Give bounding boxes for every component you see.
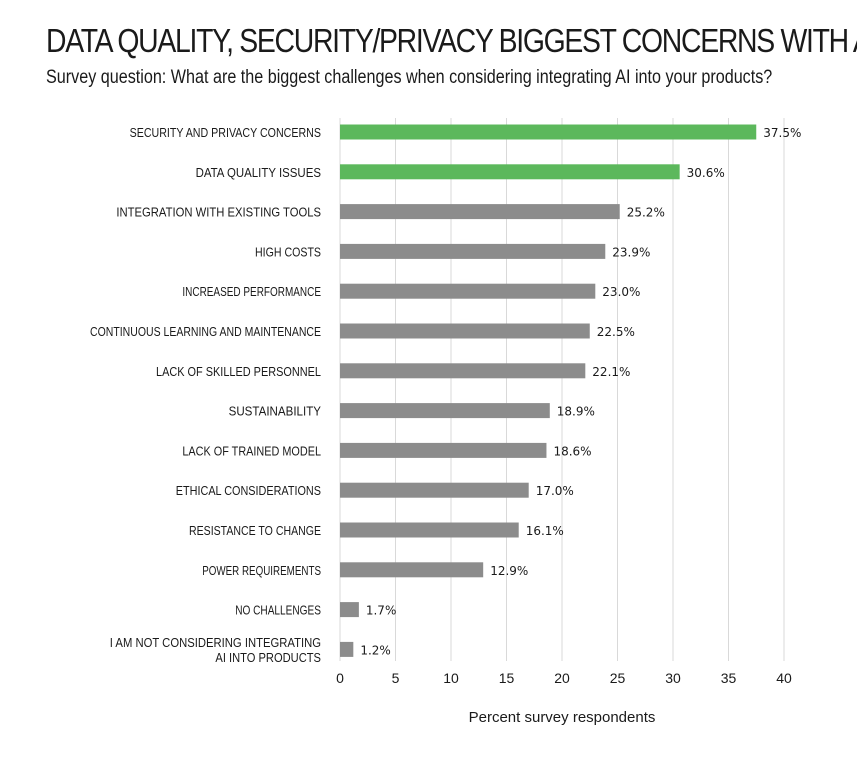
x-tick-label: 25 (610, 670, 626, 686)
x-tick-label: 40 (776, 670, 792, 686)
bar (340, 204, 620, 220)
category-label: CONTINUOUS LEARNING AND MAINTENANCE (90, 324, 321, 339)
category-label: POWER REQUIREMENTS (202, 563, 321, 578)
category-label: ETHICAL CONSIDERATIONS (176, 483, 321, 498)
category-label: SUSTAINABILITY (229, 404, 322, 419)
bar (340, 482, 529, 498)
bar (340, 283, 596, 299)
category-label: INTEGRATION WITH EXISTING TOOLS (116, 205, 321, 220)
value-label: 25.2% (627, 206, 665, 220)
value-label: 18.6% (553, 444, 591, 458)
value-label: 22.5% (597, 325, 635, 339)
bar (340, 164, 680, 180)
category-label: SECURITY AND PRIVACY CONCERNS (130, 125, 322, 140)
bar (340, 562, 484, 578)
bar (340, 403, 550, 419)
bar (340, 124, 757, 140)
value-label: 17.0% (536, 484, 574, 498)
bar (340, 602, 359, 618)
bar (340, 243, 606, 259)
value-label: 16.1% (526, 524, 564, 538)
x-tick-label: 20 (554, 670, 570, 686)
category-label: LACK OF TRAINED MODEL (182, 443, 321, 458)
x-tick-label: 35 (721, 670, 737, 686)
category-label: I AM NOT CONSIDERING INTEGRATING (110, 635, 321, 650)
value-label: 12.9% (490, 564, 528, 578)
bar (340, 363, 586, 379)
chart-subtitle: Survey question: What are the biggest ch… (46, 67, 773, 88)
bar (340, 442, 547, 458)
x-tick-label: 30 (665, 670, 681, 686)
chart-title: DATA QUALITY, SECURITY/PRIVACY BIGGEST C… (46, 22, 857, 59)
x-tick-label: 5 (392, 670, 400, 686)
value-label: 30.6% (687, 166, 725, 180)
value-label: 1.7% (366, 604, 397, 618)
category-label: LACK OF SKILLED PERSONNEL (156, 364, 321, 379)
value-label: 37.5% (763, 126, 801, 140)
category-label: RESISTANCE TO CHANGE (189, 523, 321, 538)
bar (340, 641, 354, 657)
category-label: INCREASED PERFORMANCE (182, 284, 321, 299)
x-tick-label: 15 (499, 670, 515, 686)
category-label: HIGH COSTS (255, 244, 321, 259)
category-label: AI INTO PRODUCTS (215, 650, 321, 665)
category-label: DATA QUALITY ISSUES (196, 165, 322, 180)
x-tick-label: 10 (443, 670, 459, 686)
value-label: 1.2% (360, 643, 391, 657)
x-axis-title: Percent survey respondents (469, 709, 656, 726)
bar (340, 323, 590, 339)
category-label: NO CHALLENGES (235, 603, 321, 618)
value-label: 18.9% (557, 405, 595, 419)
value-label: 23.0% (602, 285, 640, 299)
value-label: 23.9% (612, 245, 650, 259)
x-tick-label: 0 (336, 670, 344, 686)
bar (340, 522, 519, 538)
value-label: 22.1% (592, 365, 630, 379)
